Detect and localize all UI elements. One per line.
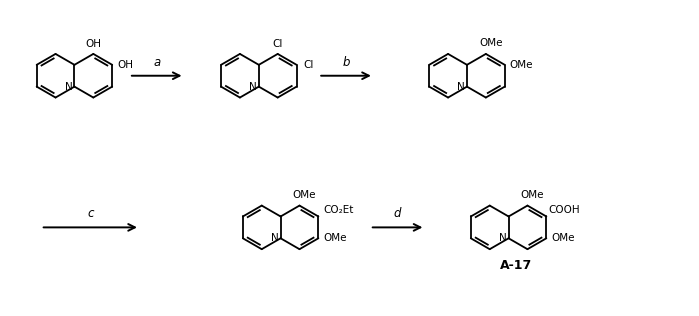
Text: N: N [499,233,507,243]
Text: OMe: OMe [521,190,545,200]
Text: N: N [271,233,278,243]
Text: COOH: COOH [549,204,580,215]
Text: Cl: Cl [303,60,314,70]
Text: OMe: OMe [479,38,503,48]
Text: N: N [249,82,257,92]
Text: d: d [394,207,401,221]
Text: OMe: OMe [324,233,347,243]
Text: CO₂Et: CO₂Et [323,204,354,215]
Text: OMe: OMe [510,60,533,70]
Text: A-17: A-17 [500,258,533,271]
Text: c: c [87,207,94,221]
Text: OH: OH [85,39,101,49]
Text: N: N [64,82,73,92]
Text: OMe: OMe [552,233,575,243]
Text: a: a [153,56,160,69]
Text: N: N [457,82,465,92]
Text: Cl: Cl [273,39,283,49]
Text: OH: OH [117,60,133,70]
Text: OMe: OMe [293,190,316,200]
Text: b: b [343,56,350,69]
